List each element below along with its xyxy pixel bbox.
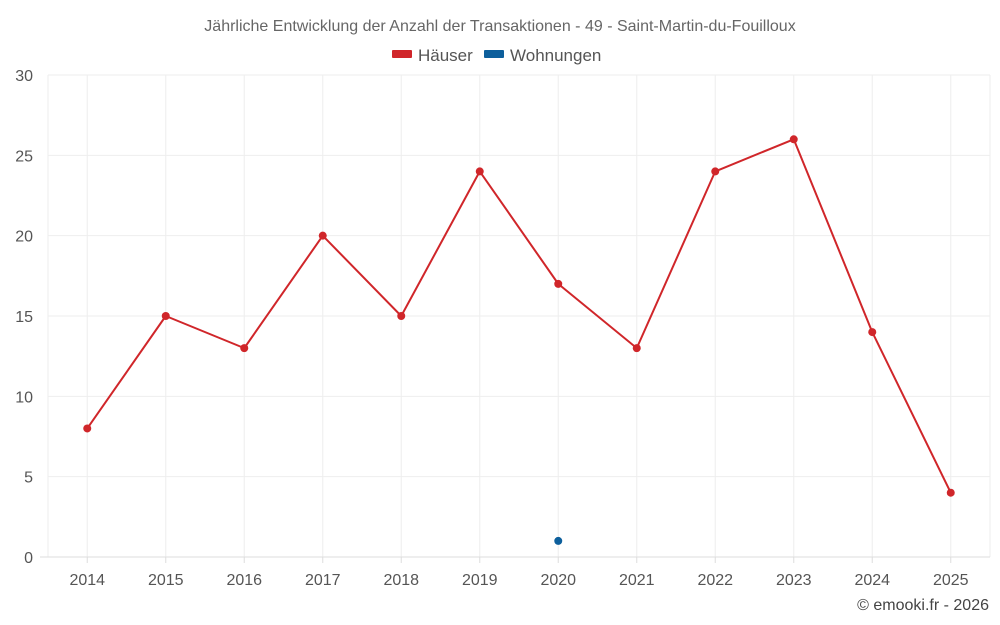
x-tick-label: 2024 bbox=[854, 572, 890, 589]
x-tick-label: 2020 bbox=[540, 572, 576, 589]
data-point-haeuser[interactable] bbox=[711, 167, 720, 176]
series-layer bbox=[83, 135, 955, 545]
data-point-haeuser[interactable] bbox=[161, 312, 170, 320]
legend-label-wohnungen: Wohnungen bbox=[510, 46, 601, 65]
series-line-haeuser bbox=[86, 138, 952, 494]
data-point-haeuser[interactable] bbox=[789, 135, 798, 144]
data-point-wohnungen[interactable] bbox=[554, 536, 563, 545]
data-point-haeuser[interactable] bbox=[868, 328, 877, 337]
data-point-haeuser[interactable] bbox=[318, 231, 327, 240]
data-point-haeuser[interactable] bbox=[946, 488, 955, 497]
chart-title: Jährliche Entwicklung der Anzahl der Tra… bbox=[204, 18, 795, 35]
data-point-haeuser[interactable] bbox=[240, 344, 249, 353]
legend-swatch-wohnungen bbox=[484, 50, 504, 58]
x-tick-label: 2023 bbox=[776, 572, 812, 589]
x-axis: 2014 2015 2016 2017 2018 2019 2020 2021 2022 2023… bbox=[40, 556, 990, 589]
legend-item-wohnungen[interactable]: Wohnungen bbox=[484, 46, 601, 65]
x-tick-label: 2016 bbox=[226, 572, 262, 589]
data-point-haeuser[interactable] bbox=[397, 312, 406, 320]
grid bbox=[47, 74, 991, 557]
x-tick-label: 2017 bbox=[305, 572, 341, 589]
data-point-haeuser[interactable] bbox=[632, 344, 641, 353]
data-point-haeuser[interactable] bbox=[83, 424, 92, 433]
legend-label-haeuser: Häuser bbox=[418, 46, 473, 65]
y-tick-label: 30 bbox=[15, 68, 33, 85]
x-tick-label: 2014 bbox=[69, 572, 105, 589]
x-tick-label: 2018 bbox=[383, 572, 419, 589]
legend-item-haeuser[interactable]: Häuser bbox=[392, 46, 473, 65]
x-tick-label: 2025 bbox=[933, 572, 969, 589]
x-tick-label: 2021 bbox=[619, 572, 655, 589]
y-tick-label: 5 bbox=[24, 470, 33, 487]
data-point-haeuser[interactable] bbox=[475, 167, 484, 176]
legend-swatch-haeuser bbox=[392, 50, 412, 58]
y-tick-label: 20 bbox=[15, 229, 33, 246]
y-tick-label: 0 bbox=[24, 550, 33, 567]
credit-text: © emooki.fr - 2026 bbox=[857, 597, 989, 614]
legend: Häuser Wohnungen bbox=[392, 46, 601, 65]
x-tick-label: 2015 bbox=[148, 572, 184, 589]
x-tick-label: 2022 bbox=[697, 572, 733, 589]
x-tick-label: 2019 bbox=[462, 572, 498, 589]
y-axis: 0 5 10 15 20 25 30 bbox=[15, 68, 33, 567]
y-tick-label: 25 bbox=[15, 148, 33, 165]
y-tick-label: 10 bbox=[15, 389, 33, 406]
data-point-haeuser[interactable] bbox=[554, 279, 563, 288]
y-tick-label: 15 bbox=[15, 309, 33, 326]
